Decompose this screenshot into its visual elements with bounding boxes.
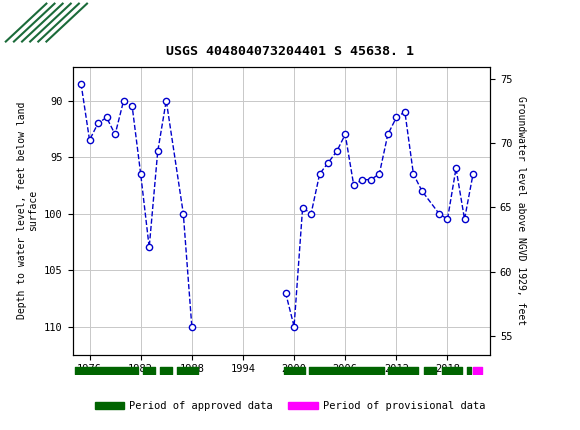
Text: USGS: USGS <box>102 14 157 31</box>
Text: USGS 404804073204401 S 45638. 1: USGS 404804073204401 S 45638. 1 <box>166 45 414 58</box>
Y-axis label: Depth to water level, feet below land
surface: Depth to water level, feet below land su… <box>17 102 38 319</box>
Y-axis label: Groundwater level above NGVD 1929, feet: Groundwater level above NGVD 1929, feet <box>516 96 526 325</box>
Bar <box>6 3 87 42</box>
Legend: Period of approved data, Period of provisional data: Period of approved data, Period of provi… <box>90 397 490 415</box>
